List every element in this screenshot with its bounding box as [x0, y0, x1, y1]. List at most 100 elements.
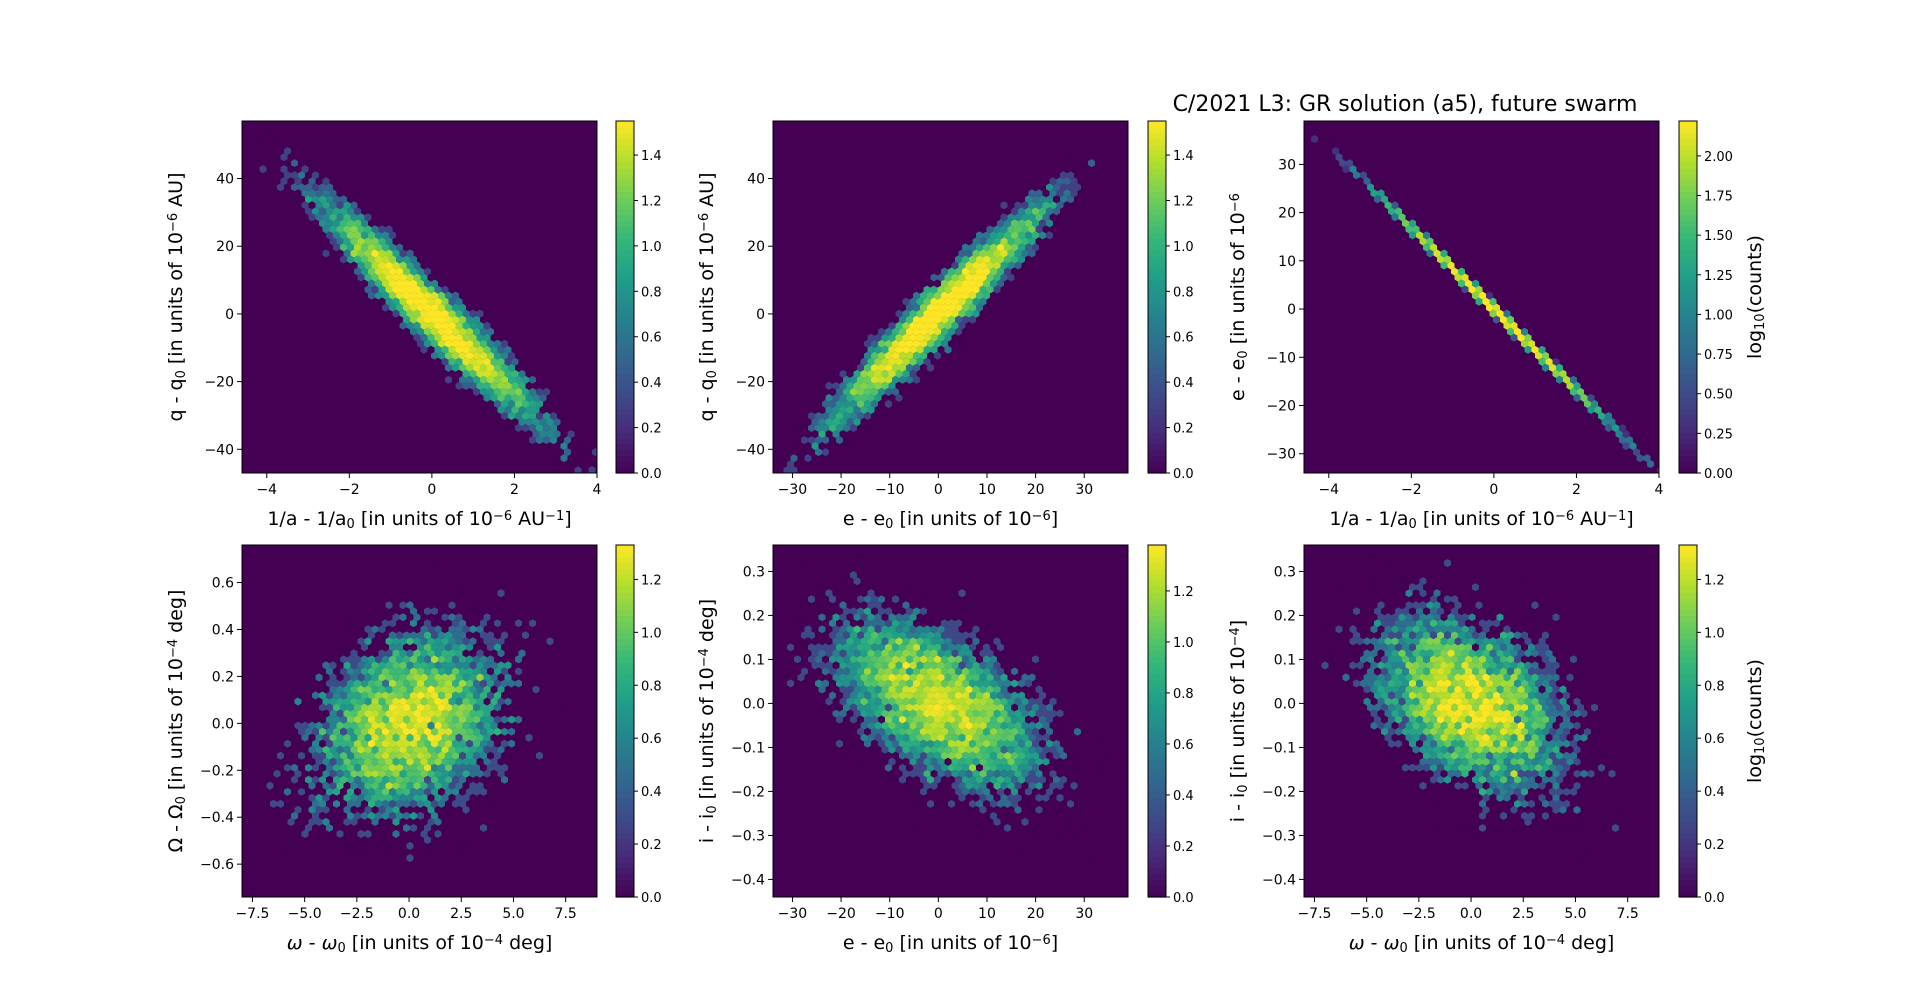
hexbin-cell — [343, 733, 351, 742]
hexbin-cell — [1098, 757, 1106, 766]
hexbin-cell — [1493, 739, 1500, 748]
hexbin-cell — [1018, 255, 1025, 264]
hexbin-cell — [501, 655, 508, 664]
hexbin-cell — [1360, 607, 1367, 616]
hexbin-cell — [319, 884, 326, 893]
hexbin-cell — [1503, 781, 1511, 790]
hexbin-cell — [455, 369, 463, 378]
hexbin-cell — [1402, 631, 1409, 640]
hexbin-cell — [284, 739, 291, 748]
hexbin-cell — [483, 333, 491, 342]
hexbin-cell — [1493, 787, 1500, 796]
hexbin-cell — [860, 709, 868, 718]
hexbin-cell — [466, 583, 473, 592]
hexbin-cell — [1007, 745, 1015, 754]
hexbin-cell — [997, 243, 1004, 252]
hexbin-cell — [944, 721, 952, 730]
hexbin-cell — [1479, 763, 1486, 772]
hexbin-cell — [476, 685, 484, 694]
hexbin-cell — [1025, 691, 1032, 700]
hexbin-cell — [410, 667, 417, 676]
hexbin-cell — [892, 739, 899, 748]
hexbin-cell — [941, 279, 948, 288]
hexbin-cell — [1461, 769, 1469, 778]
hexbin-cell — [1587, 405, 1595, 414]
hexbin-cell — [1395, 763, 1402, 772]
hexbin-cell — [1465, 715, 1472, 724]
hexbin-cell — [1598, 411, 1605, 420]
hexbin-cell — [1458, 691, 1465, 700]
hexbin-cell — [937, 309, 945, 318]
hexbin-cell — [1507, 619, 1514, 628]
hexbin-cell — [1398, 589, 1406, 598]
hexbin-cell — [1584, 739, 1591, 748]
hexbin-cell — [892, 351, 899, 360]
colorbar-frame — [1147, 544, 1167, 898]
hexbin-cell — [878, 643, 885, 652]
hexbin-cell — [445, 363, 452, 372]
hexbin-cell — [462, 709, 470, 718]
hexbin-cell — [969, 763, 976, 772]
hexbin-cell — [284, 787, 291, 796]
hexbin-cell — [997, 799, 1004, 808]
hexbin-cell — [867, 637, 875, 646]
hexbin-cell — [350, 745, 358, 754]
colorbar-segment — [1148, 267, 1166, 275]
hexbin-cell — [1570, 655, 1577, 664]
hexbin-cell — [539, 393, 547, 402]
hexbin-cell — [1619, 436, 1626, 445]
hexbin-cell — [1426, 673, 1434, 682]
hexbin-cell — [818, 661, 826, 670]
hexbin-cell — [965, 793, 973, 802]
hexbin-cell — [853, 577, 861, 586]
hexbin-cell — [490, 685, 498, 694]
hexbin-cell — [829, 387, 836, 396]
hexbin-cell — [413, 613, 421, 622]
hexbin-cell — [406, 601, 414, 610]
hexbin-cell — [445, 351, 452, 360]
hexbin-cell — [881, 369, 889, 378]
hexbin-cell — [941, 751, 948, 760]
hexbin-cell — [850, 715, 857, 724]
hexbin-cell — [518, 417, 526, 427]
hexbin-cell — [455, 793, 463, 802]
hexbin-cell — [382, 643, 389, 652]
hexbin-cell — [979, 793, 987, 802]
hexbin-cell — [1409, 739, 1416, 748]
hexbin-cell — [892, 387, 899, 396]
hexbin-cell — [385, 757, 393, 766]
hexbin-cell — [927, 303, 934, 312]
hexbin-cell — [452, 703, 459, 712]
colorbar-segment — [1148, 785, 1166, 792]
hexbin-cell — [874, 393, 882, 402]
hexbin-cell — [487, 679, 494, 688]
hexbin-cell — [1363, 685, 1371, 694]
hexbin-cell — [564, 703, 571, 712]
hexbin-cell — [1468, 685, 1476, 694]
hexbin-cell — [1545, 781, 1553, 790]
hexbin-cell — [326, 703, 333, 712]
hexbin-cell — [1367, 643, 1374, 652]
hexbin-cell — [291, 183, 298, 192]
hexbin-cell — [473, 351, 480, 360]
hexbin-cell — [930, 697, 938, 706]
hexbin-cell — [378, 769, 386, 778]
hexbin-cell — [1405, 637, 1413, 646]
hexbin-cell — [1461, 601, 1469, 610]
hexbin-cell — [983, 787, 990, 796]
hexbin-cell — [424, 703, 431, 712]
hexbin-cell — [829, 583, 836, 592]
hexbin-cell — [857, 679, 864, 688]
hexbin-cell — [902, 625, 910, 634]
hexbin-cell — [958, 249, 966, 258]
hexbin-cell — [948, 619, 955, 628]
colorbar-segment — [1148, 809, 1166, 816]
hexbin-cell — [1535, 655, 1542, 664]
hexbin-cell — [1423, 631, 1430, 640]
hexbin-cell — [899, 631, 906, 640]
hexbin-cell — [979, 697, 987, 706]
hexbin-cell — [333, 643, 340, 652]
colorbar-segment — [1679, 255, 1697, 263]
hexbin-cell — [343, 721, 351, 730]
hexbin-cell — [1559, 793, 1567, 802]
